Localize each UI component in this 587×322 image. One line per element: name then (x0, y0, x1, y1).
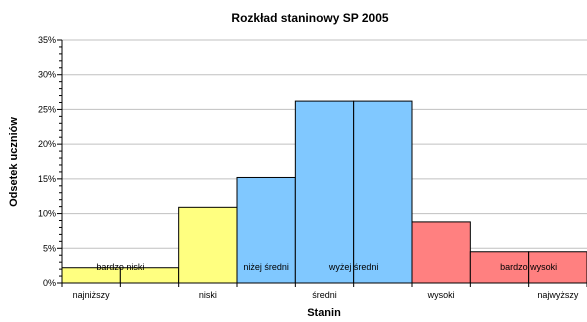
y-tick-label: 5% (43, 243, 56, 253)
y-tick-label: 15% (38, 174, 56, 184)
bar-stanin-6 (353, 100, 413, 284)
chart-title: Rozkład staninowy SP 2005 (231, 11, 388, 25)
axis-layer: 0% 5% 10% 15% 20% 25% 30% 35% (38, 35, 587, 288)
x-tick-label: najniższy (73, 290, 111, 300)
x-tick-label: wysoki (427, 290, 455, 300)
bar-layer (61, 100, 587, 284)
bar-group-label: wyżej średni (328, 262, 379, 272)
bar-group-label: bardzo niski (96, 262, 144, 272)
bar-group-label: bardzo wysoki (500, 262, 557, 272)
y-tick-label: 25% (38, 104, 56, 114)
y-tick-label: 0% (43, 278, 56, 288)
x-axis-title: Stanin (307, 307, 341, 319)
bar-group-label: niżej średni (243, 262, 289, 272)
y-tick-label: 10% (38, 209, 56, 219)
x-tick-label: najwyższy (537, 290, 579, 300)
x-tick-label: średni (312, 290, 337, 300)
bar-stanin-9 (528, 251, 587, 284)
y-tick-label: 20% (38, 139, 56, 149)
bar-stanin-5 (294, 100, 355, 284)
y-axis-title: Odsetek uczniów (8, 117, 20, 207)
x-tick-label: niski (199, 290, 217, 300)
y-tick-label: 35% (38, 35, 56, 45)
bar-stanin-4 (236, 176, 296, 284)
label-layer: najniższy niski średni wysoki najwyższy bardz… (73, 262, 579, 300)
y-tick-label: 30% (38, 70, 56, 80)
bar-stanin-7 (411, 221, 471, 284)
bar-stanin-3 (178, 206, 238, 284)
